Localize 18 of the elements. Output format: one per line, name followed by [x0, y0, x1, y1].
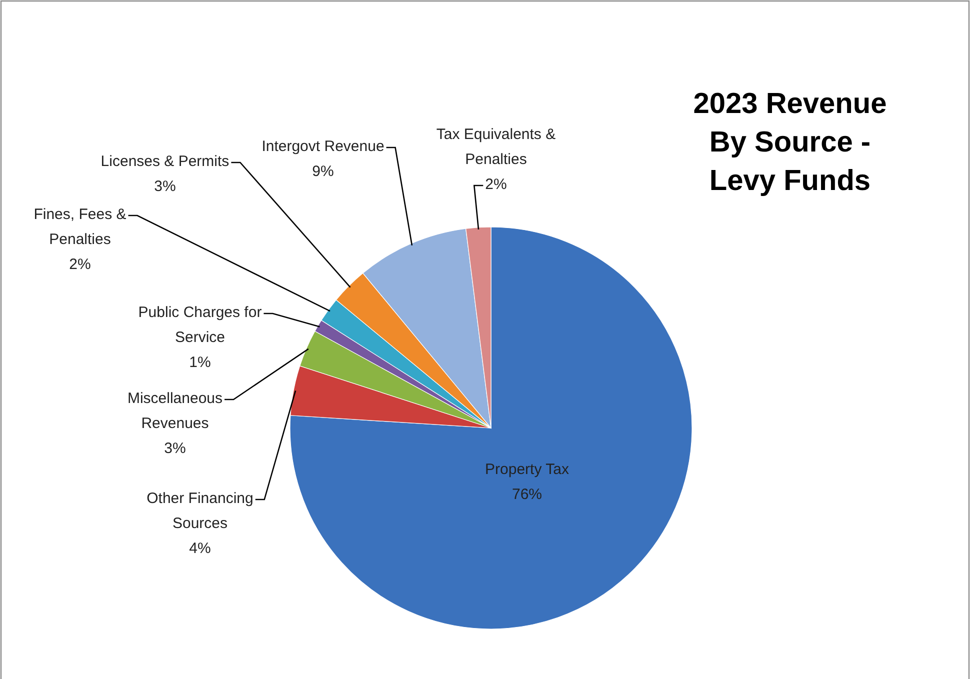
slice-label: Licenses & Permits	[100, 153, 230, 170]
data-label: 2%	[485, 176, 507, 193]
text: 2023 Revenue By Source - Levy Funds	[693, 88, 887, 197]
pie-slice	[290, 226, 692, 630]
data-label: 2%	[69, 256, 91, 273]
data-label: 3%	[164, 440, 186, 457]
slice-label: Property Tax	[485, 461, 570, 478]
data-label: 3%	[154, 178, 176, 195]
slice-label: Tax Equivalents & Penalties	[436, 126, 556, 168]
slice-label: Fines, Fees & Penalties	[34, 206, 126, 248]
data-label: 1%	[189, 354, 211, 371]
data-label: 76%	[512, 486, 542, 503]
slice-label: Intergovt Revenue	[262, 138, 384, 155]
data-label: 4%	[189, 540, 211, 557]
slice-label: Public Charges for Service	[138, 304, 262, 346]
slice-label: Other Financing Sources	[146, 490, 254, 532]
slice-label: Miscellaneous Revenues	[127, 390, 223, 432]
data-label: 9%	[312, 163, 334, 180]
